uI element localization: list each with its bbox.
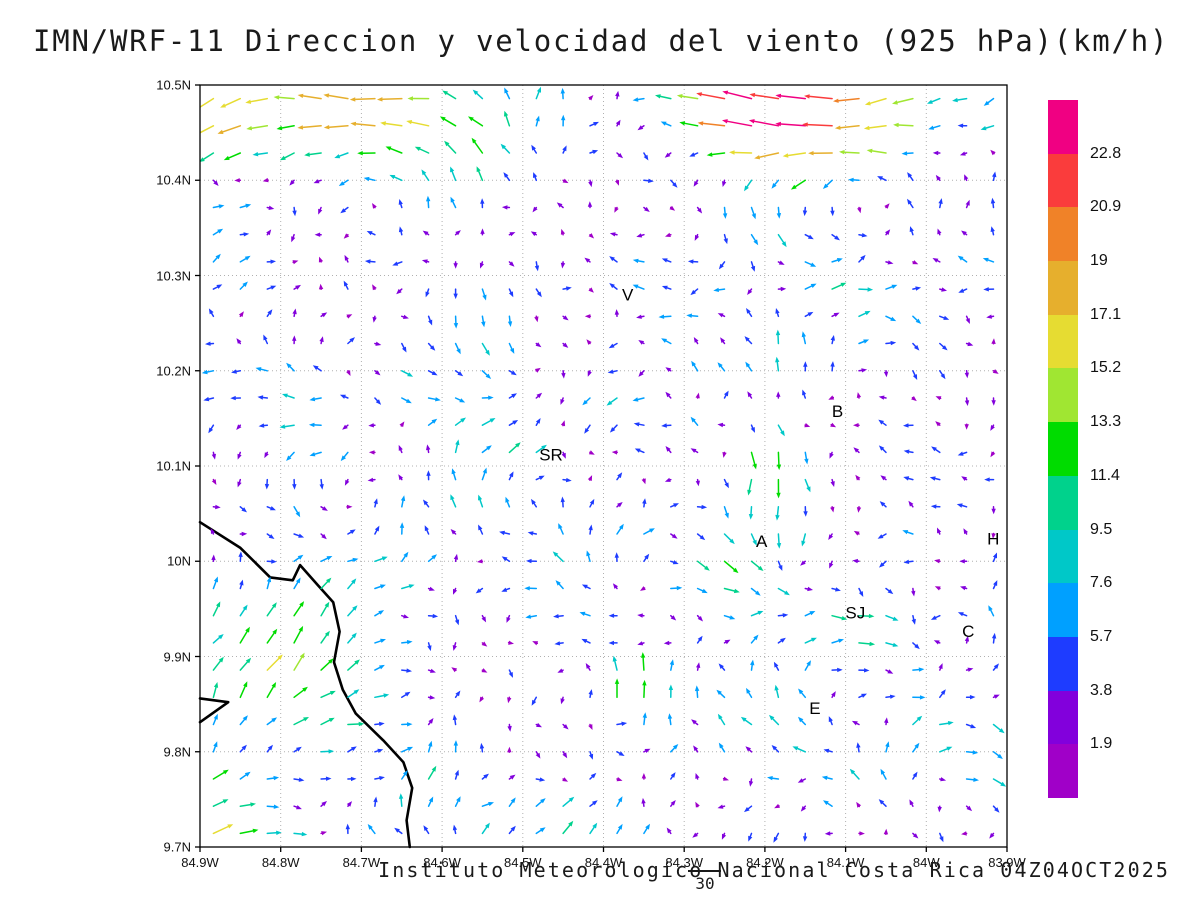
station-label-a: A <box>756 532 768 551</box>
station-label-c: C <box>962 622 974 641</box>
colorbar-segment <box>1048 744 1078 798</box>
colorbar-segment <box>1048 314 1078 369</box>
colorbar-segment <box>1048 153 1078 208</box>
station-label-v: V <box>622 286 634 305</box>
station-labels: V SR B A SJ C E H <box>539 286 999 718</box>
colorbar-segment <box>1048 207 1078 262</box>
colorbar-segment <box>1048 100 1078 154</box>
colorbar-segment <box>1048 583 1078 637</box>
station-label-h: H <box>987 529 999 548</box>
station-label-sr: SR <box>539 446 563 465</box>
colorbar-segment <box>1048 368 1078 423</box>
coastline <box>198 520 414 849</box>
credit-text: Instituto Meteorologico Nacional Costa R… <box>378 858 1170 882</box>
plot-frame <box>195 84 1008 852</box>
colorbar <box>1048 100 1078 798</box>
colorbar-segment <box>1048 422 1078 476</box>
colorbar-segment <box>1048 529 1078 584</box>
frame-underline <box>688 870 721 872</box>
chart-title: IMN/WRF-11 Direccion y velocidad del vie… <box>33 24 1170 58</box>
colorbar-segment <box>1048 261 1078 315</box>
station-label-b: B <box>832 402 843 421</box>
graticule <box>200 85 1007 847</box>
station-label-sj: SJ <box>845 604 865 623</box>
colorbar-segment <box>1048 475 1078 530</box>
frame-number: 30 <box>695 874 715 893</box>
colorbar-segment <box>1048 636 1078 691</box>
colorbar-segment <box>1048 690 1078 745</box>
wind-arrows-layer <box>200 86 1007 843</box>
station-label-e: E <box>809 699 820 718</box>
